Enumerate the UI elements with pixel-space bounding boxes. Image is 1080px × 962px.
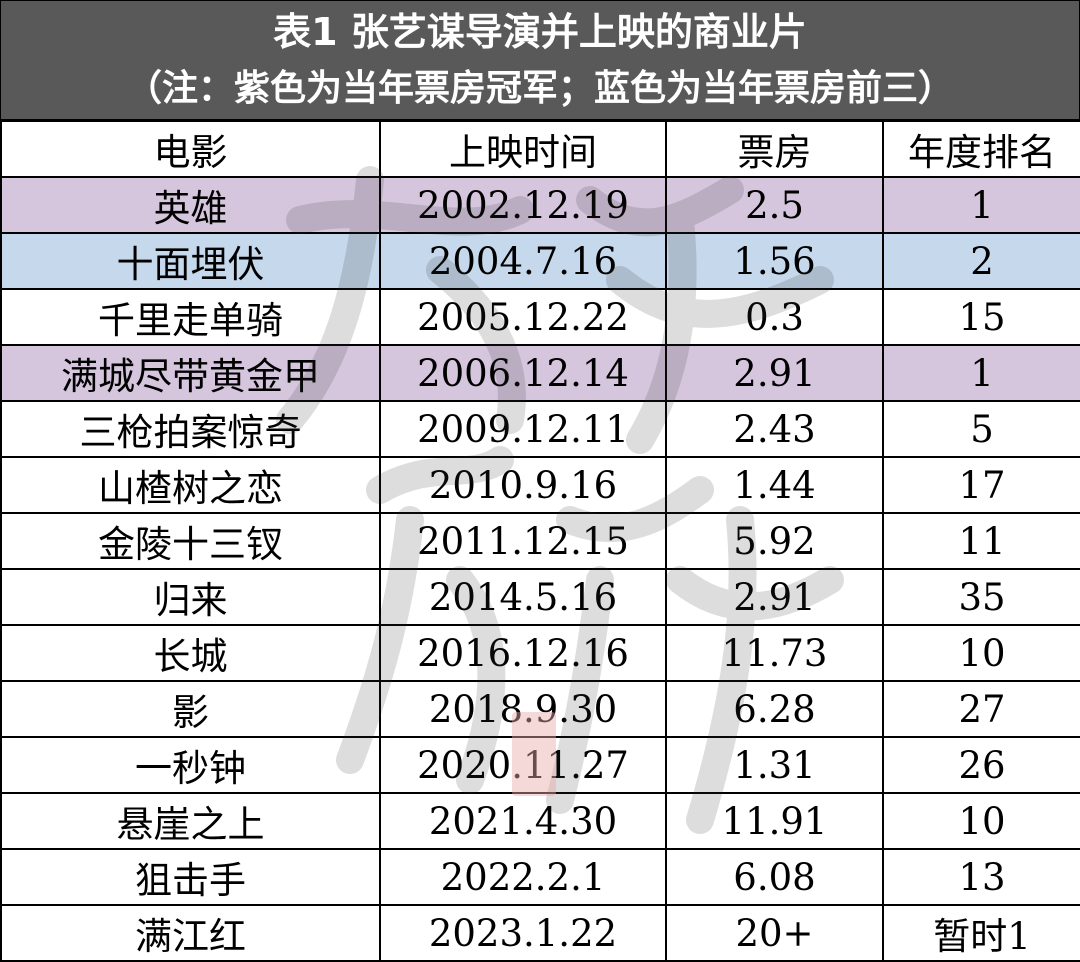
cell-film: 归来 [0, 568, 381, 626]
cell-release-date: 2005.12.22 [379, 288, 667, 346]
cell-release-date: 2014.5.16 [379, 568, 667, 626]
cell-release-date: 2011.12.15 [379, 512, 667, 570]
cell-film: 满江红 [0, 904, 381, 962]
header-annual-rank: 年度排名 [882, 120, 1080, 178]
cell-box-office: 1.56 [665, 232, 884, 290]
cell-annual-rank: 暂时1 [882, 904, 1080, 962]
cell-release-date: 2010.9.16 [379, 456, 667, 514]
cell-film: 满城尽带黄金甲 [0, 344, 381, 402]
table-row: 千里走单骑 2005.12.22 0.3 15 [0, 288, 1080, 346]
cell-annual-rank: 27 [882, 680, 1080, 738]
cell-film: 悬崖之上 [0, 792, 381, 850]
cell-film: 一秒钟 [0, 736, 381, 794]
cell-release-date: 2004.7.16 [379, 232, 667, 290]
cell-film: 三枪拍案惊奇 [0, 400, 381, 458]
cell-annual-rank: 1 [882, 176, 1080, 234]
cell-annual-rank: 13 [882, 848, 1080, 906]
table-row: 悬崖之上 2021.4.30 11.91 10 [0, 792, 1080, 850]
cell-film: 千里走单骑 [0, 288, 381, 346]
cell-film: 狙击手 [0, 848, 381, 906]
cell-box-office: 0.3 [665, 288, 884, 346]
cell-release-date: 2009.12.11 [379, 400, 667, 458]
cell-release-date: 2018.9.30 [379, 680, 667, 738]
cell-annual-rank: 10 [882, 792, 1080, 850]
cell-film: 长城 [0, 624, 381, 682]
cell-annual-rank: 1 [882, 344, 1080, 402]
cell-annual-rank: 26 [882, 736, 1080, 794]
table-row: 长城 2016.12.16 11.73 10 [0, 624, 1080, 682]
cell-film: 影 [0, 680, 381, 738]
cell-annual-rank: 35 [882, 568, 1080, 626]
table-title: 表1 张艺谋导演并上映的商业片 [273, 10, 807, 54]
table-row: 归来 2014.5.16 2.91 35 [0, 568, 1080, 626]
cell-release-date: 2016.12.16 [379, 624, 667, 682]
table-row: 十面埋伏 2004.7.16 1.56 2 [0, 232, 1080, 290]
table-row: 满江红 2023.1.22 20+ 暂时1 [0, 904, 1080, 962]
table-row: 金陵十三钗 2011.12.15 5.92 11 [0, 512, 1080, 570]
cell-release-date: 2021.4.30 [379, 792, 667, 850]
table-row: 影 2018.9.30 6.28 27 [0, 680, 1080, 738]
cell-release-date: 2006.12.14 [379, 344, 667, 402]
cell-release-date: 2022.2.1 [379, 848, 667, 906]
cell-annual-rank: 15 [882, 288, 1080, 346]
cell-box-office: 11.73 [665, 624, 884, 682]
header-release-date: 上映时间 [379, 120, 667, 178]
cell-box-office: 20+ [665, 904, 884, 962]
table-row: 山楂树之恋 2010.9.16 1.44 17 [0, 456, 1080, 514]
table-title-box: 表1 张艺谋导演并上映的商业片 （注：紫色为当年票房冠军；蓝色为当年票房前三） [0, 0, 1080, 120]
cell-annual-rank: 5 [882, 400, 1080, 458]
header-row: 电影 上映时间 票房 年度排名 [0, 120, 1080, 178]
cell-film: 山楂树之恋 [0, 456, 381, 514]
cell-box-office: 6.28 [665, 680, 884, 738]
table-row: 狙击手 2022.2.1 6.08 13 [0, 848, 1080, 906]
table-body: 英雄 2002.12.19 2.5 1 十面埋伏 2004.7.16 1.56 2 千里走单骑 2… [0, 176, 1080, 962]
cell-release-date: 2020.11.27 [379, 736, 667, 794]
cell-release-date: 2023.1.22 [379, 904, 667, 962]
cell-annual-rank: 11 [882, 512, 1080, 570]
table-row: 一秒钟 2020.11.27 1.31 26 [0, 736, 1080, 794]
cell-annual-rank: 17 [882, 456, 1080, 514]
cell-release-date: 2002.12.19 [379, 176, 667, 234]
cell-box-office: 2.43 [665, 400, 884, 458]
cell-annual-rank: 10 [882, 624, 1080, 682]
films-table: 电影 上映时间 票房 年度排名 英雄 2002.12.19 2.5 1 十面埋伏 2004… [0, 120, 1080, 962]
cell-box-office: 1.44 [665, 456, 884, 514]
cell-annual-rank: 2 [882, 232, 1080, 290]
cell-box-office: 2.91 [665, 568, 884, 626]
cell-box-office: 1.31 [665, 736, 884, 794]
table-row: 三枪拍案惊奇 2009.12.11 2.43 5 [0, 400, 1080, 458]
cell-box-office: 6.08 [665, 848, 884, 906]
cell-film: 十面埋伏 [0, 232, 381, 290]
cell-box-office: 5.92 [665, 512, 884, 570]
table-row: 英雄 2002.12.19 2.5 1 [0, 176, 1080, 234]
header-box-office: 票房 [665, 120, 884, 178]
cell-film: 英雄 [0, 176, 381, 234]
table-row: 满城尽带黄金甲 2006.12.14 2.91 1 [0, 344, 1080, 402]
table-note: （注：紫色为当年票房冠军；蓝色为当年票房前三） [125, 68, 954, 109]
cell-box-office: 11.91 [665, 792, 884, 850]
header-film: 电影 [0, 120, 381, 178]
cell-box-office: 2.91 [665, 344, 884, 402]
cell-box-office: 2.5 [665, 176, 884, 234]
cell-film: 金陵十三钗 [0, 512, 381, 570]
